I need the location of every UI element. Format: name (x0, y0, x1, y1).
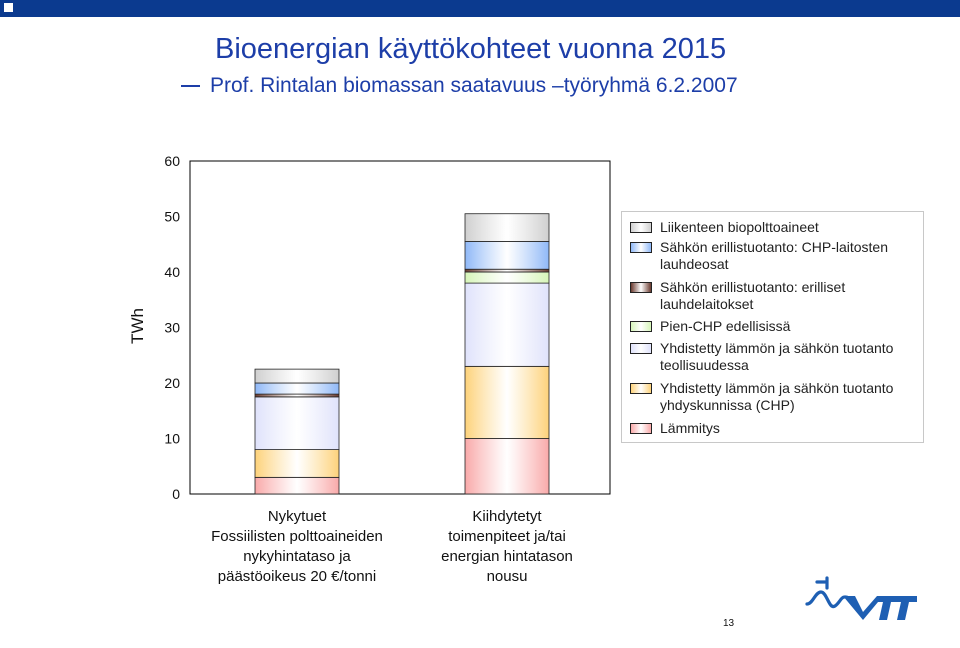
y-tick-label: 50 (164, 209, 180, 225)
legend-label: Lämmitys (660, 420, 720, 436)
legend-swatch (630, 343, 652, 354)
legend-label: Pien-CHP edellisissä (660, 318, 791, 334)
y-tick-label: 40 (164, 264, 180, 280)
bar-segment (254, 396, 340, 450)
category-label-line: nykyhintataso ja (243, 548, 351, 565)
bar-segment (464, 282, 550, 367)
page-number: 13 (723, 618, 735, 629)
legend-label: Yhdistetty lämmön ja sähkön tuotanto teo… (660, 340, 894, 373)
category-label-line: energian hintatason (441, 548, 573, 565)
category-label-line: nousu (486, 568, 528, 585)
legend-swatch (630, 321, 652, 332)
legend-swatch (630, 383, 652, 394)
bar-segment (464, 271, 550, 284)
category-label: Kiihdytetyt toimenpiteet ja/tai energian h… (397, 507, 617, 587)
y-tick-label: 60 (164, 153, 180, 169)
legend-label: Sähkön erillistuotanto: erilliset lauhde… (660, 279, 846, 312)
bar-segment (464, 365, 550, 439)
slide-title: Bioenergian käyttökohteet vuonna 2015 (215, 33, 727, 65)
vtt-logo-mark (805, 576, 851, 609)
y-tick-label: 20 (164, 375, 180, 391)
category-label-line: Fossiilisten polttoaineiden (211, 528, 383, 545)
slide-subtitle: Prof. Rintalan biomassan saatavuus –työr… (181, 74, 738, 98)
dash-icon (181, 85, 200, 88)
legend-label: Liikenteen biopolttoaineet (660, 219, 819, 235)
header-bar (0, 0, 960, 17)
bar-segment (254, 382, 340, 395)
legend-swatch (630, 222, 652, 233)
legend-swatch (630, 242, 652, 253)
category-label-line: päästöoikeus 20 €/tonni (217, 568, 377, 585)
category-label-line: toimenpiteet ja/tai (448, 528, 566, 545)
y-axis-label: TWh (128, 308, 147, 344)
bar-segment (464, 213, 550, 242)
bar-segment (464, 268, 550, 273)
plot-area-frame (189, 160, 611, 495)
category-label: Nykytuet Fossiilisten polttoaineiden nykyh… (187, 507, 407, 587)
bar-segment (254, 393, 340, 398)
y-tick-label: 0 (172, 486, 180, 502)
legend-label: Sähkön erillistuotanto: CHP-laitosten la… (660, 239, 889, 272)
bar-segment (254, 449, 340, 478)
category-label-line: Nykytuet (267, 508, 327, 525)
header-notch (4, 3, 13, 12)
vtt-logo-letters (843, 596, 917, 620)
vtt-logo (805, 576, 917, 620)
legend-label: Yhdistetty lämmön ja sähkön tuotanto yhd… (660, 380, 894, 413)
y-tick-label: 10 (164, 431, 180, 447)
legend-swatch (630, 282, 652, 293)
subtitle-text: Prof. Rintalan biomassan saatavuus –työr… (210, 74, 738, 97)
chart-legend: Liikenteen biopolttoaineet Sähkön erillis… (621, 211, 924, 443)
bar-segment (464, 438, 550, 495)
bar-segment (464, 241, 550, 270)
legend-swatch (630, 423, 652, 434)
bar-segment (254, 368, 340, 384)
y-tick-label: 30 (164, 320, 180, 336)
bar-segment (254, 476, 340, 495)
category-label-line: Kiihdytetyt (472, 508, 542, 525)
